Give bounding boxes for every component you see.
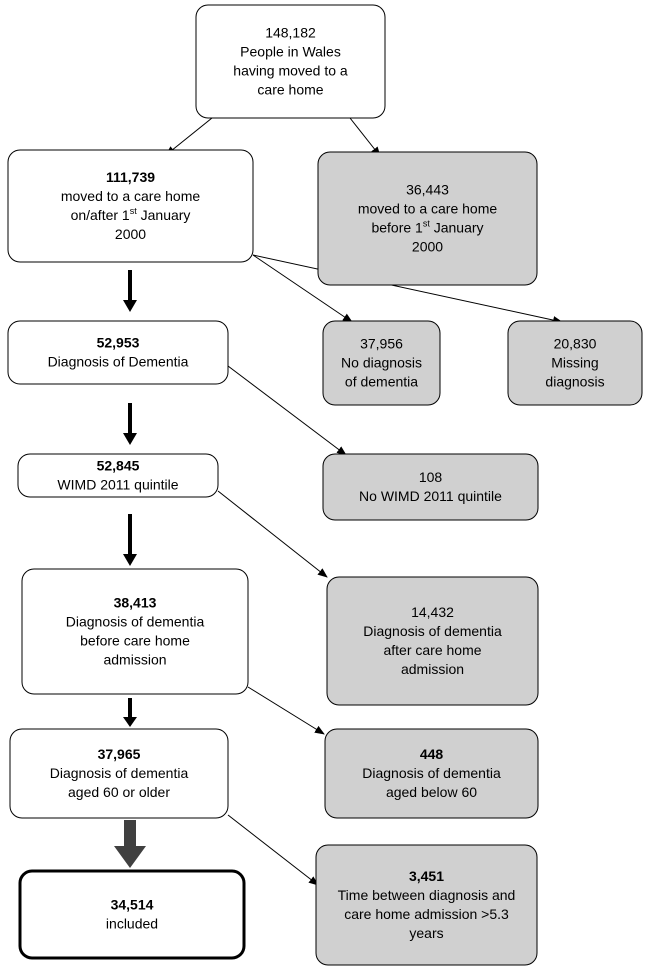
node: 37,956 No diagnosis of dementia: [322, 320, 441, 406]
node-label: moved to a care home: [358, 201, 498, 217]
node: 20,830 Missing diagnosis: [507, 320, 643, 406]
node: 108 No WIMD 2011 quintile: [322, 453, 539, 521]
arrows: [114, 117, 563, 886]
node-label: aged below 60: [386, 784, 477, 800]
node: 3,451 Time between diagnosis and care home…: [315, 844, 538, 966]
node-box: [326, 576, 539, 706]
node-label: People in Wales: [240, 44, 341, 60]
node: 34,514 included: [18, 869, 246, 960]
node: 52,953 Diagnosis of Dementia: [7, 320, 229, 385]
node-box: [315, 844, 538, 966]
node-label: WIMD 2011 quintile: [57, 477, 178, 493]
node-box: [322, 453, 539, 521]
node-label: moved to a care home: [61, 188, 201, 204]
down-arrows: [123, 270, 137, 727]
node-label: aged 60 or older: [68, 784, 170, 800]
label-superscript: st: [130, 206, 138, 216]
node: 111,739 moved to a care home on/after 1st …: [7, 149, 254, 263]
node-label: 2000: [412, 239, 443, 255]
node-label: of dementia: [345, 374, 418, 390]
arrow: [252, 254, 353, 323]
node-label: diagnosis: [545, 374, 604, 390]
node: 37,965 Diagnosis of dementia aged 60 or ol…: [9, 728, 229, 819]
node-box: [21, 568, 249, 695]
down-arrow: [123, 514, 137, 566]
arrow: [217, 490, 328, 578]
node-label: care home: [257, 82, 323, 98]
node-label: No diagnosis: [341, 355, 422, 371]
arrow: [252, 254, 563, 325]
node-count: 38,413: [114, 595, 157, 611]
node-label: Diagnosis of Dementia: [48, 354, 189, 370]
label-text: January: [430, 220, 484, 236]
node: 148,182 People in Wales having moved to a c…: [195, 4, 386, 119]
node-label: care home admission >5.3: [344, 906, 509, 922]
node-box: [18, 869, 246, 960]
node-count: 111,739: [106, 169, 155, 185]
node-box: [324, 728, 539, 819]
node-count: 36,443: [406, 182, 449, 198]
node: 448 Diagnosis of dementia aged below 60: [324, 728, 539, 819]
node-box: [9, 728, 229, 819]
down-arrow: [123, 403, 137, 445]
node-box: [7, 149, 254, 263]
node-count: 148,182: [265, 25, 316, 41]
node-count: 37,965: [98, 746, 141, 762]
down-arrow: [123, 698, 137, 727]
node-box: [7, 320, 229, 385]
node-box: [317, 151, 538, 286]
node: 52,845 WIMD 2011 quintile: [17, 453, 219, 498]
arrow: [227, 814, 319, 886]
node-label: having moved to a: [233, 63, 348, 79]
node-label: No WIMD 2011 quintile: [359, 488, 502, 504]
node-label: Diagnosis of dementia: [66, 614, 205, 630]
node-label: admission: [401, 661, 464, 677]
node-count: 34,514: [111, 897, 154, 913]
arrow: [165, 117, 213, 156]
label-text: on/after 1: [71, 207, 130, 223]
node: 14,432 Diagnosis of dementia after care ho…: [326, 576, 539, 706]
arrow: [247, 686, 325, 735]
node-label: years: [409, 925, 443, 941]
node-label: Diagnosis of dementia: [362, 765, 501, 781]
node-label: Diagnosis of dementia: [363, 623, 502, 639]
node-count: 14,432: [411, 604, 454, 620]
node: 38,413 Diagnosis of dementia before care h…: [21, 568, 249, 695]
node-count: 37,956: [360, 336, 403, 352]
node-label: before care home: [80, 633, 190, 649]
node-box: [322, 320, 441, 406]
node-label: after care home: [383, 642, 481, 658]
node-box: [17, 453, 219, 498]
label-text: before 1: [371, 220, 423, 236]
node-count: 448: [420, 746, 444, 762]
down-arrow: [123, 270, 137, 312]
node-label: Diagnosis of dementia: [50, 765, 189, 781]
node-label: included: [106, 916, 158, 932]
node-label: Missing: [551, 355, 598, 371]
node-label: admission: [103, 652, 166, 668]
node-label: 2000: [115, 226, 146, 242]
node-count: 3,451: [409, 868, 444, 884]
nodes: 148,182 People in Wales having moved to a c…: [7, 4, 643, 966]
label-text: January: [137, 207, 191, 223]
main-arrow: [114, 820, 146, 868]
node-count: 20,830: [554, 336, 597, 352]
node-box: [195, 4, 386, 119]
node-label: Time between diagnosis and: [338, 887, 516, 903]
node-label: on/after 1st January: [71, 206, 191, 223]
node-label: before 1st January: [371, 219, 483, 236]
label-superscript: st: [423, 219, 431, 229]
arrow: [227, 365, 347, 456]
node-box: [507, 320, 643, 406]
node-count: 52,845: [97, 458, 140, 474]
node: 36,443 moved to a care home before 1st Jan…: [317, 151, 538, 286]
arrow: [349, 117, 381, 157]
node-count: 108: [419, 469, 443, 485]
node-count: 52,953: [97, 335, 140, 351]
